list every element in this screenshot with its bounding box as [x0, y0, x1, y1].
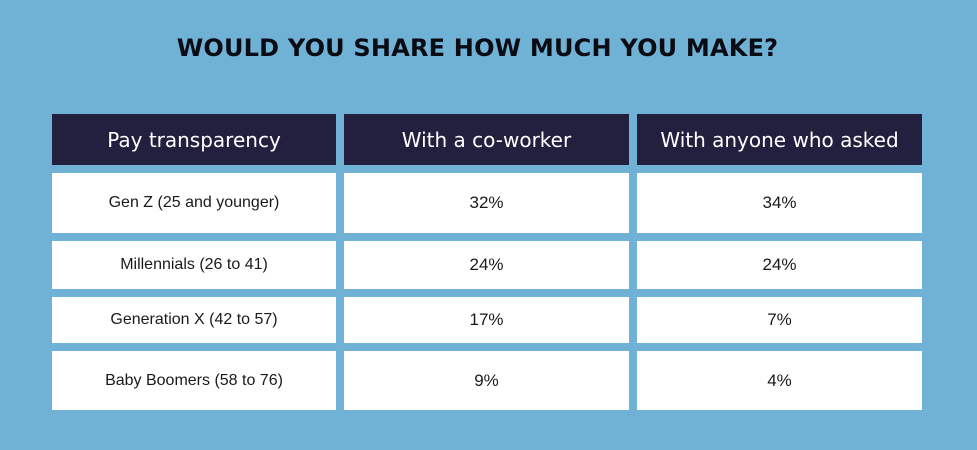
- cell-baby-boomers-anyone: 4%: [637, 351, 922, 410]
- cell-millennials-anyone: 24%: [637, 241, 922, 289]
- column-header-with-anyone: With anyone who asked: [637, 114, 922, 165]
- cell-generation-x-coworker: 17%: [344, 297, 629, 343]
- cell-generation-x-anyone: 7%: [637, 297, 922, 343]
- cell-gen-z-anyone: 34%: [637, 173, 922, 233]
- column-header-with-coworker: With a co-worker: [344, 114, 629, 165]
- cell-millennials-coworker: 24%: [344, 241, 629, 289]
- row-label-gen-z: Gen Z (25 and younger): [52, 173, 336, 233]
- row-label-generation-x: Generation X (42 to 57): [52, 297, 336, 343]
- row-label-millennials: Millennials (26 to 41): [52, 241, 336, 289]
- row-label-baby-boomers: Baby Boomers (58 to 76): [52, 351, 336, 410]
- cell-gen-z-coworker: 32%: [344, 173, 629, 233]
- cell-baby-boomers-coworker: 9%: [344, 351, 629, 410]
- column-header-pay-transparency: Pay transparency: [52, 114, 336, 165]
- chart-title: WOULD YOU SHARE HOW MUCH YOU MAKE?: [176, 34, 779, 62]
